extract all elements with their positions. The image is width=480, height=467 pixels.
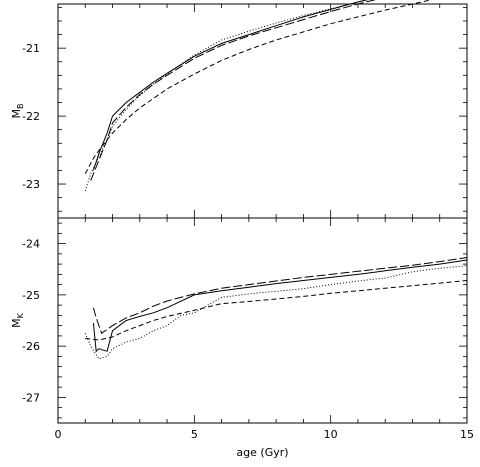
bottom-panel-ytick-label: -27	[22, 391, 40, 404]
bottom-panel-series-solid	[92, 259, 468, 353]
bottom-panel-ytick-label: -24	[22, 238, 40, 251]
top-panel-ytick-label: -23	[22, 178, 40, 191]
bottom-panel-xtick-label: 5	[191, 428, 198, 441]
top-panel-ylabel: MB	[10, 104, 25, 119]
bottom-panel-xtick-label: 10	[324, 428, 338, 441]
bottom-panel-ytick-label: -26	[22, 340, 40, 353]
bottom-panel-xtick-label: 15	[460, 428, 474, 441]
bottom-panel-series-short-dash	[85, 280, 468, 341]
bottom-panel-ytick-label: -25	[22, 289, 40, 302]
bottom-panel-series-dotted	[84, 265, 468, 360]
bottom-panel-series-long-dash	[92, 257, 468, 335]
top-panel-series-solid	[92, 0, 368, 171]
top-panel-series-short-dash	[84, 0, 433, 175]
bottom-panel-ylabel: MK	[10, 312, 25, 328]
top-panel-ytick-label: -22	[22, 110, 40, 123]
top-panel-frame	[57, 3, 468, 219]
top-panel-series-dotted	[84, 0, 369, 191]
bottom-panel-xlabel: age (Gyr)	[236, 446, 288, 459]
bottom-panel-xtick-label: 0	[55, 428, 62, 441]
top-panel-series-long-dash	[90, 0, 377, 181]
bottom-panel-frame	[57, 217, 468, 424]
top-panel-ytick-label: -21	[22, 42, 40, 55]
